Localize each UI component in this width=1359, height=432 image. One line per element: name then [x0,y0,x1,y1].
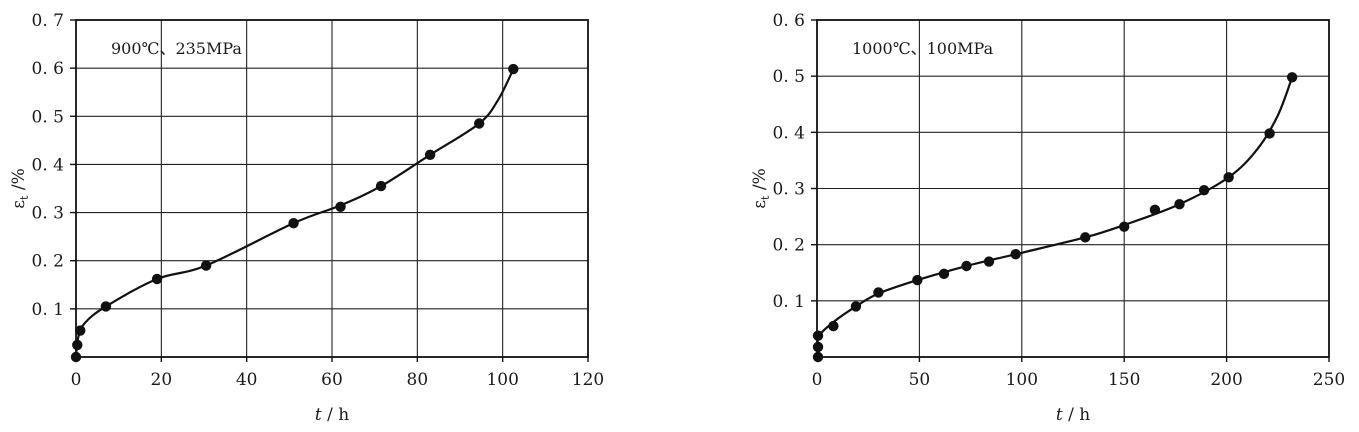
data-point [75,325,86,336]
data-point [100,301,112,312]
x-tick-label: 40 [236,370,258,390]
condition-annotation: 900℃、235MPa [111,39,242,58]
data-point [288,217,299,229]
data-point [1286,72,1298,83]
data-point [1010,249,1021,260]
data-point [812,330,824,341]
y-axis-label: εt /% [9,168,31,209]
chart-2: 0. 1 0. 2 0. 3 0. 4 0. 5 0. 6 0 50 100 150 200 250 t… [750,11,1345,425]
data-point [850,301,862,312]
condition-annotation: 1000℃、100MPa [852,39,994,58]
data-point [1223,172,1234,183]
data-point [812,341,824,353]
data-point [200,260,212,271]
x-tick-label: 100 [1006,370,1038,390]
y-tick-label: 0. 7 [32,11,64,31]
y-tick-label: 0. 4 [773,123,805,143]
y-tick-label: 0. 1 [773,292,805,312]
chart-1: 0. 1 0. 2 0. 3 0. 4 0. 5 0. 6 0. 7 0 20 40 60 80 100… [9,11,604,425]
x-tick-label: 20 [151,370,173,390]
data-point [1198,184,1210,196]
data-point [508,63,519,75]
y-tick-label: 0. 4 [32,155,64,175]
x-axis-label: t / h [1056,405,1090,425]
data-point [938,268,950,280]
data-point [912,274,923,286]
x-tick-label: 100 [486,370,518,390]
x-tick-label: 0 [812,370,823,390]
y-tick-label: 0. 1 [32,300,64,320]
y-tick-label: 0. 3 [32,204,64,224]
data-point [1149,204,1161,216]
y-tick-label: 0. 5 [32,107,64,127]
x-tick-label: 60 [321,370,343,390]
y-tick-label: 0. 6 [32,59,64,79]
data-point [424,149,436,160]
y-tick-label: 0. 6 [773,11,805,31]
data-point [474,118,485,129]
data-point [983,256,995,267]
data-point [1119,221,1130,232]
x-tick-label: 150 [1108,370,1140,390]
x-tick-label: 120 [572,370,604,390]
x-tick-label: 200 [1210,370,1242,390]
data-point [1174,199,1185,210]
data-point [812,351,824,363]
data-point [335,201,346,212]
y-tick-label: 0. 3 [773,180,805,200]
x-tick-label: 0 [71,370,82,390]
y-axis-label: εt /% [750,168,772,209]
data-point [961,260,972,272]
creep-curve [816,76,1294,358]
y-tick-label: 0. 5 [773,67,805,87]
x-tick-label: 80 [407,370,429,390]
x-tick-label: 250 [1313,370,1345,390]
data-point [70,351,82,363]
y-tick-label: 0. 2 [32,252,64,272]
data-point [1080,232,1091,243]
data-point [1264,128,1275,139]
data-point [873,287,884,298]
data-point [151,273,163,285]
data-point [375,180,387,192]
x-axis-label: t / h [315,405,349,425]
y-tick-label: 0. 2 [773,236,805,256]
x-tick-label: 50 [909,370,931,390]
data-point [828,320,839,332]
data-point [72,339,83,351]
